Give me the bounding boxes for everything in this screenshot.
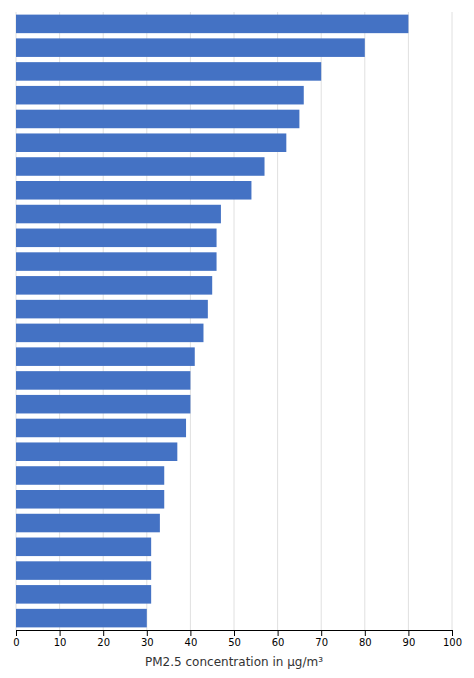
x-tick: 0 xyxy=(13,630,19,648)
grid xyxy=(16,12,452,630)
bar xyxy=(16,538,151,557)
bar xyxy=(16,38,365,57)
x-tick-label: 30 xyxy=(141,637,154,648)
grid-line xyxy=(321,12,322,630)
bar xyxy=(16,252,217,271)
bar xyxy=(16,300,208,319)
x-tick-line xyxy=(321,630,322,636)
grid-line xyxy=(146,12,147,630)
bar xyxy=(16,205,221,224)
x-tick-line xyxy=(190,630,191,636)
bar xyxy=(16,15,408,34)
bar xyxy=(16,276,212,295)
bar xyxy=(16,395,190,414)
bar xyxy=(16,86,304,105)
x-tick-line xyxy=(365,630,366,636)
x-tick-line xyxy=(234,630,235,636)
bar xyxy=(16,62,321,81)
bar xyxy=(16,181,251,200)
bar xyxy=(16,514,160,533)
bar xyxy=(16,585,151,604)
x-tick-line xyxy=(147,630,148,636)
chart-svg: 0 10 20 30 40 50 60 70 80 90 100 PM2.5 concentratio… xyxy=(0,0,474,678)
bar xyxy=(16,490,164,509)
bars xyxy=(16,15,408,628)
x-tick: 70 xyxy=(315,630,328,648)
x-tick: 30 xyxy=(141,630,154,648)
bar xyxy=(16,324,203,343)
x-tick-label: 90 xyxy=(403,637,416,648)
bar xyxy=(16,371,190,390)
chart-container: 0 10 20 30 40 50 60 70 80 90 100 PM2.5 concentratio… xyxy=(0,0,474,678)
plot-area: 0 10 20 30 40 50 60 70 80 90 100 xyxy=(13,12,462,648)
x-tick: 90 xyxy=(403,630,416,648)
grid-line xyxy=(103,12,104,630)
bar xyxy=(16,442,177,461)
x-tick: 40 xyxy=(185,630,198,648)
x-tick-label: 40 xyxy=(185,637,198,648)
x-tick: 20 xyxy=(97,630,110,648)
x-tick-label: 80 xyxy=(359,637,372,648)
grid-line xyxy=(277,12,278,630)
x-tick-line xyxy=(278,630,279,636)
x-tick-label: 100 xyxy=(443,637,462,648)
bar xyxy=(16,157,265,176)
bar xyxy=(16,419,186,438)
x-axis: 0 10 20 30 40 50 60 70 80 90 100 xyxy=(13,630,462,648)
x-tick-line xyxy=(408,630,409,636)
bar xyxy=(16,110,299,129)
x-tick: 100 xyxy=(443,630,462,648)
grid-line xyxy=(364,12,365,630)
x-tick-label: 10 xyxy=(54,637,67,648)
grid-line xyxy=(16,12,17,630)
x-tick-line xyxy=(60,630,61,636)
grid-line xyxy=(59,12,60,630)
x-tick: 50 xyxy=(228,630,241,648)
bar xyxy=(16,347,195,366)
x-tick-label: 70 xyxy=(315,637,328,648)
x-tick: 10 xyxy=(54,630,67,648)
grid-line xyxy=(452,12,453,630)
bar xyxy=(16,466,164,485)
x-tick-line xyxy=(16,630,17,636)
x-tick-label: 50 xyxy=(228,637,241,648)
x-tick-line xyxy=(452,630,453,636)
grid-line xyxy=(234,12,235,630)
x-axis-title: PM2.5 concentration in μg/m³ xyxy=(145,655,323,669)
grid-line xyxy=(408,12,409,630)
bar xyxy=(16,133,286,152)
x-tick: 60 xyxy=(272,630,285,648)
bar xyxy=(16,609,147,628)
x-tick-label: 60 xyxy=(272,637,285,648)
x-tick: 80 xyxy=(359,630,372,648)
x-tick-line xyxy=(103,630,104,636)
bar xyxy=(16,229,217,248)
x-tick-label: 0 xyxy=(13,637,19,648)
x-tick-label: 20 xyxy=(97,637,110,648)
x-axis-domain xyxy=(17,631,453,637)
grid-line xyxy=(190,12,191,630)
bar xyxy=(16,561,151,580)
